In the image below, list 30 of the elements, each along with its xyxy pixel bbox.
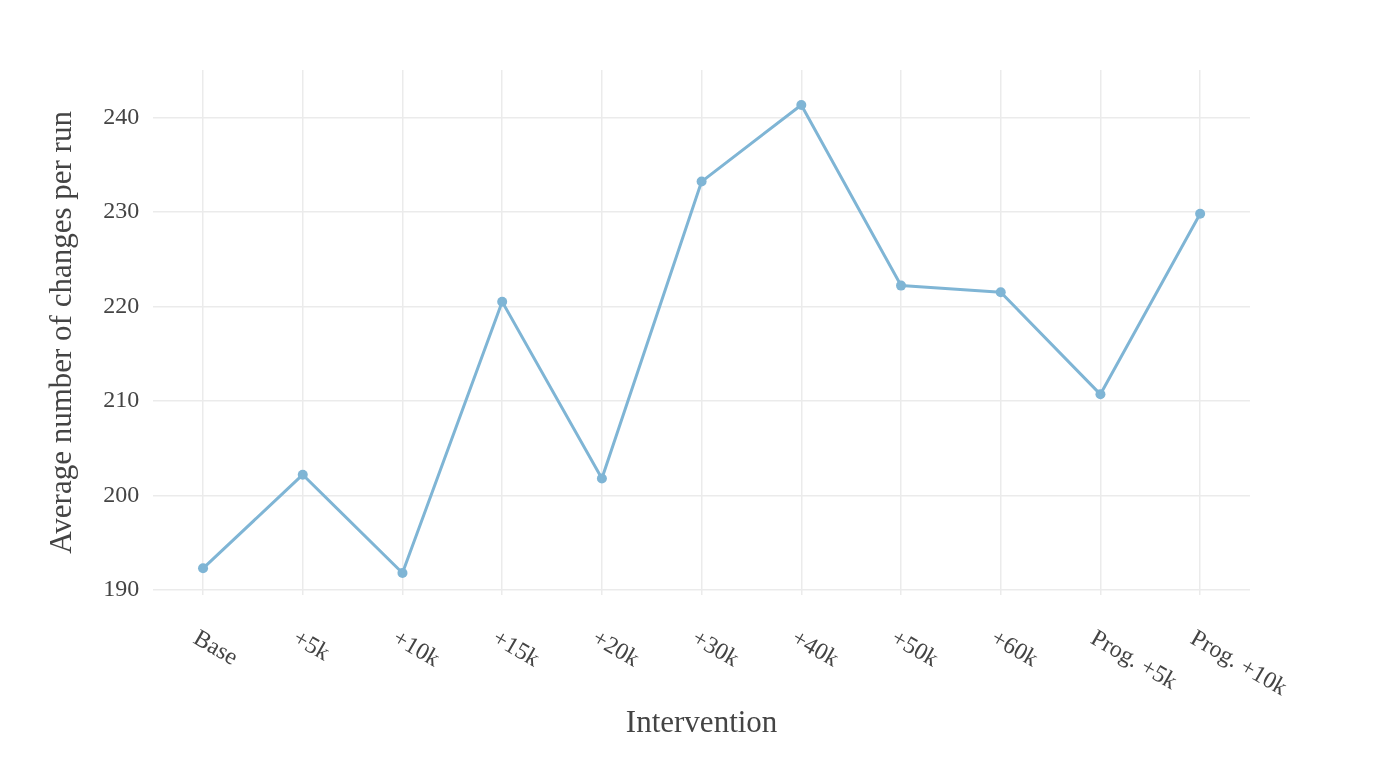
point	[995, 287, 1006, 298]
y-tick-label: 240	[103, 102, 140, 129]
x-tick-label: +30k	[687, 624, 744, 672]
point	[497, 296, 508, 307]
x-tick-label: Base	[189, 624, 243, 670]
x-tick-label: Prog. +5k	[1086, 624, 1182, 694]
y-tick-label: 220	[103, 291, 140, 318]
point	[198, 563, 209, 574]
y-axis-title: Average number of changes per run	[42, 110, 78, 554]
point	[896, 280, 907, 291]
point	[596, 473, 607, 484]
x-axis-title: Intervention	[625, 703, 778, 739]
point	[1195, 208, 1206, 219]
y-tick-label: 210	[103, 386, 140, 413]
x-tick-label: +50k	[887, 624, 944, 672]
point	[796, 99, 807, 110]
x-tick-label: +60k	[987, 624, 1043, 672]
x-tick-label: +5k	[289, 624, 335, 666]
x-tick-label: +40k	[787, 624, 844, 672]
y-tick-label: 190	[103, 575, 140, 602]
point	[696, 176, 707, 187]
point	[297, 469, 308, 480]
x-tick-label: +10k	[388, 624, 445, 672]
x-tick-label: Prog. +10k	[1186, 624, 1292, 700]
x-tick-label: +20k	[588, 624, 645, 672]
point	[1095, 389, 1106, 400]
y-tick-label: 230	[103, 197, 140, 224]
point	[397, 568, 408, 579]
y-tick-label: 200	[103, 480, 140, 507]
x-tick-label: +15k	[488, 624, 545, 672]
